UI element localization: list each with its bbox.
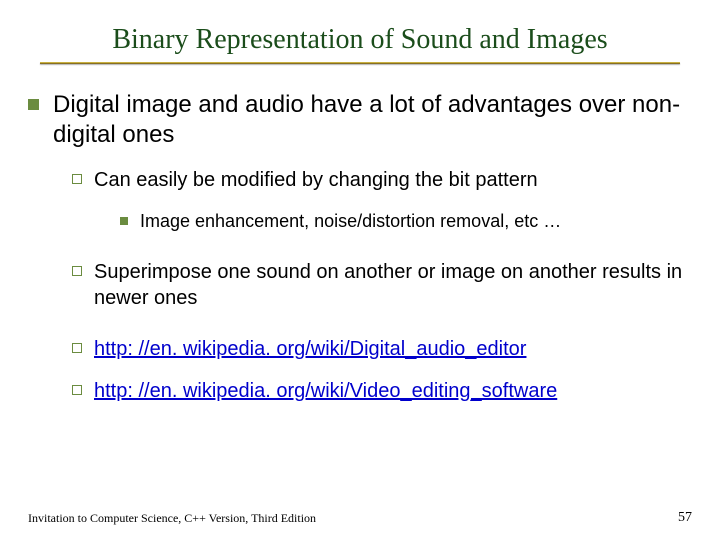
slide: Binary Representation of Sound and Image… [0, 0, 720, 540]
hollow-square-bullet-icon [72, 385, 82, 395]
link-video-editing-software[interactable]: http: //en. wikipedia. org/wiki/Video_ed… [94, 380, 557, 402]
footer-text: Invitation to Computer Science, C++ Vers… [28, 511, 316, 526]
bullet-text: http: //en. wikipedia. org/wiki/Video_ed… [94, 379, 557, 405]
content-area: Digital image and audio have a lot of ad… [28, 64, 692, 404]
link-digital-audio-editor[interactable]: http: //en. wikipedia. org/wiki/Digital_… [94, 338, 526, 360]
bullet-text: Image enhancement, noise/distortion remo… [140, 210, 561, 233]
bullet-text: http: //en. wikipedia. org/wiki/Digital_… [94, 337, 526, 363]
small-square-bullet-icon [120, 217, 128, 225]
hollow-square-bullet-icon [72, 343, 82, 353]
square-bullet-icon [28, 99, 39, 110]
bullet-level2-link: http: //en. wikipedia. org/wiki/Digital_… [72, 337, 692, 363]
bullet-level2-link: http: //en. wikipedia. org/wiki/Video_ed… [72, 379, 692, 405]
hollow-square-bullet-icon [72, 266, 82, 276]
bullet-level3: Image enhancement, noise/distortion remo… [120, 210, 692, 233]
slide-title: Binary Representation of Sound and Image… [40, 18, 680, 60]
bullet-level2: Can easily be modified by changing the b… [72, 168, 692, 194]
page-number: 57 [678, 510, 692, 526]
bullet-level2: Superimpose one sound on another or imag… [72, 260, 692, 311]
title-block: Binary Representation of Sound and Image… [40, 18, 680, 64]
hollow-square-bullet-icon [72, 174, 82, 184]
bullet-level1: Digital image and audio have a lot of ad… [28, 90, 692, 150]
bullet-text: Superimpose one sound on another or imag… [94, 260, 692, 311]
bullet-text: Can easily be modified by changing the b… [94, 168, 538, 194]
bullet-text: Digital image and audio have a lot of ad… [53, 90, 692, 150]
